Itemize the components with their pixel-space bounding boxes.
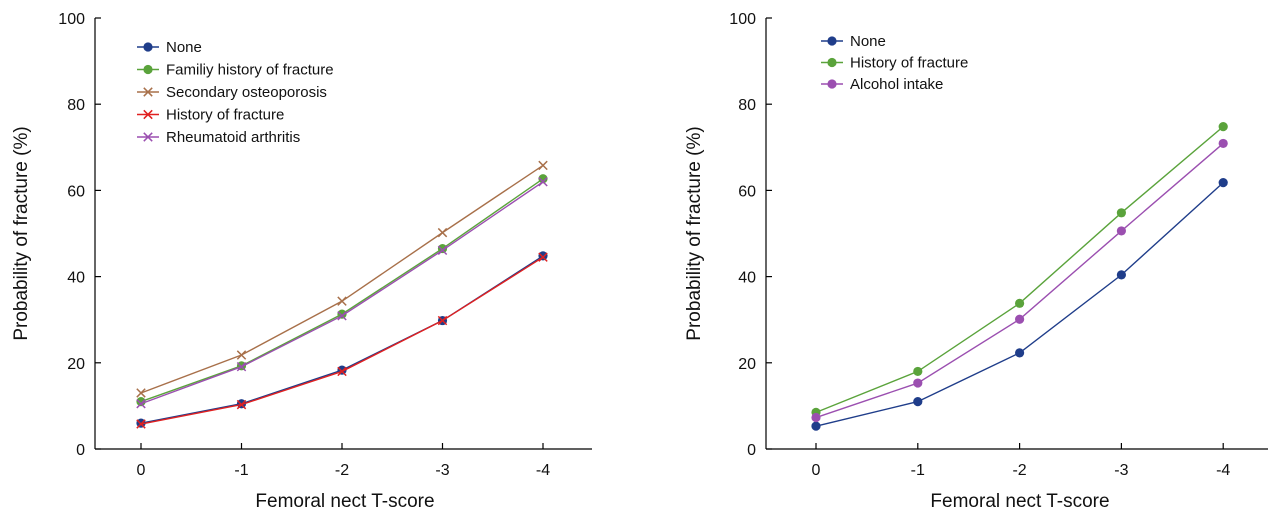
series-line — [815, 126, 1224, 414]
data-point — [538, 177, 548, 187]
series-line — [140, 256, 544, 425]
data-point — [236, 350, 247, 360]
data-point — [1015, 348, 1025, 358]
data-point — [337, 296, 347, 306]
x-axis-title: Femoral nect T-score — [255, 491, 434, 512]
data-point — [913, 396, 923, 407]
x-tick-label: -3 — [1114, 462, 1128, 479]
y-tick-label: 20 — [67, 356, 85, 373]
legend-marker — [827, 36, 837, 46]
data-point — [437, 243, 448, 254]
data-point — [913, 378, 923, 388]
series-line — [140, 164, 544, 394]
chart-panel-right: 0 20 40 60 80 100 0 -1 -2 -3 -4 Femoral nect T-scor… — [684, 11, 1268, 512]
legend-marker — [143, 64, 153, 75]
series-line — [815, 142, 1224, 419]
x-tick-label: -2 — [1012, 462, 1026, 479]
y-tick-label: 100 — [729, 11, 756, 28]
legend-marker — [143, 87, 153, 97]
y-tick-label: 100 — [58, 11, 85, 28]
legend-marker — [827, 57, 837, 68]
chart-panel-left: 0 20 40 60 80 100 0 -1 -2 -3 -4 Femoral nect T-scor… — [11, 11, 592, 512]
data-point — [811, 421, 821, 431]
legend-label: History of fracture — [166, 107, 284, 124]
x-tick-label: -2 — [335, 462, 349, 479]
legend-marker — [827, 79, 837, 89]
data-point — [913, 366, 923, 377]
x-tick-label: -4 — [1216, 462, 1230, 479]
data-point — [136, 399, 146, 409]
x-tick-label: -3 — [435, 462, 449, 479]
x-tick-label: -1 — [234, 462, 248, 479]
data-point — [811, 412, 821, 423]
x-tick-label: 0 — [812, 462, 821, 479]
legend-label: History of fracture — [850, 55, 968, 72]
legend-marker — [143, 109, 153, 120]
data-point — [1116, 208, 1126, 218]
data-point — [1218, 138, 1228, 149]
legend-label: Familiy history of fracture — [166, 62, 334, 79]
x-tick-label: -4 — [536, 462, 550, 479]
data-point — [236, 399, 247, 410]
y-tick-label: 20 — [738, 356, 756, 373]
legend-label: Alcohol intake — [850, 76, 943, 93]
data-point — [437, 227, 448, 238]
x-tick-label: -1 — [911, 462, 925, 479]
data-point — [1116, 270, 1126, 280]
data-point — [1218, 122, 1228, 132]
data-point — [538, 174, 548, 184]
y-tick-label: 40 — [738, 270, 756, 287]
x-tick-label: 0 — [137, 462, 146, 479]
data-point — [1015, 298, 1025, 308]
data-point — [538, 160, 548, 171]
y-tick-label: 60 — [738, 183, 756, 200]
y-tick-label: 80 — [738, 97, 756, 114]
y-tick-label: 0 — [76, 442, 85, 459]
y-tick-label: 80 — [67, 97, 85, 114]
data-point — [437, 245, 448, 256]
data-point — [337, 311, 347, 321]
data-point — [136, 388, 146, 398]
y-axis-title: Probability of fracture (%) — [11, 126, 32, 340]
x-axis-title: Femoral nect T-score — [930, 491, 1109, 512]
legend-label: None — [166, 39, 202, 56]
y-tick-label: 0 — [747, 442, 756, 459]
data-point — [437, 315, 448, 326]
y-axis-title: Probability of fracture (%) — [684, 126, 705, 340]
data-point — [136, 396, 146, 407]
legend-label: None — [850, 33, 886, 50]
data-point — [236, 361, 247, 372]
legend-marker — [143, 42, 153, 52]
data-point — [1218, 178, 1228, 188]
data-point — [1116, 226, 1126, 236]
y-tick-label: 40 — [67, 270, 85, 287]
data-point — [538, 252, 548, 262]
y-tick-label: 60 — [67, 183, 85, 200]
legend-marker — [143, 132, 153, 142]
data-point — [1015, 314, 1025, 324]
legend-label: Rheumatoid arthritis — [166, 129, 300, 146]
legend-label: Secondary osteoporosis — [166, 84, 327, 101]
series-line — [140, 255, 544, 424]
data-point — [337, 366, 347, 377]
data-point — [136, 419, 146, 429]
